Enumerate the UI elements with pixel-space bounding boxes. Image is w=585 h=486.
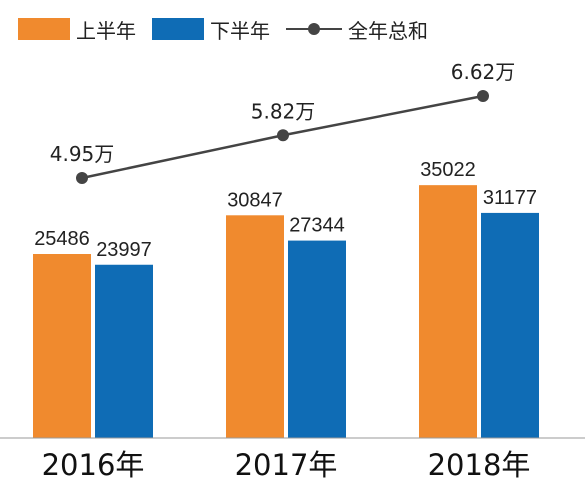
legend-swatch-first-half: [18, 18, 70, 40]
x-tick-label-2: 2017年: [235, 448, 338, 482]
bar-value-label-first-half-1: 25486: [34, 228, 90, 250]
bar-value-label-first-half-3: 35022: [420, 159, 476, 181]
total-point-3: [477, 90, 489, 102]
bar-first-half-3: [419, 185, 477, 438]
legend: 上半年 下半年 全年总和: [18, 14, 444, 44]
x-tick-label-3: 2018年: [428, 448, 531, 482]
bar-value-label-second-half-1: 23997: [96, 239, 152, 261]
total-value-label-1: 4.95万: [50, 142, 115, 166]
total-line-group: 4.95万 5.82万 6.62万: [50, 60, 516, 184]
bar-labels-group: 25486 23997 30847 27344 35022 31177: [34, 159, 537, 261]
legend-swatch-total: [286, 18, 342, 40]
total-point-1: [76, 172, 88, 184]
bar-second-half-3: [481, 212, 539, 438]
legend-label-second-half: 下半年: [210, 18, 270, 43]
total-value-label-2: 5.82万: [251, 99, 316, 123]
legend-label-first-half: 上半年: [76, 18, 136, 43]
bar-value-label-first-half-2: 30847: [227, 189, 283, 211]
total-value-label-3: 6.62万: [451, 60, 516, 84]
bar-second-half-1: [95, 264, 153, 438]
bar-value-label-second-half-3: 31177: [483, 187, 537, 209]
legend-item-first-half: 上半年: [18, 15, 136, 44]
x-tick-label-1: 2016年: [42, 448, 145, 482]
legend-label-total: 全年总和: [348, 18, 428, 43]
x-tick-labels: 2016年 2017年 2018年: [42, 448, 531, 482]
legend-item-second-half: 下半年: [152, 15, 270, 44]
bar-first-half-2: [226, 215, 284, 438]
total-point-2: [277, 129, 289, 142]
bar-second-half-2: [288, 240, 346, 438]
legend-swatch-second-half: [152, 18, 204, 40]
bar-first-half-1: [33, 254, 91, 438]
bar-value-label-second-half-2: 27344: [289, 215, 345, 237]
legend-item-total: 全年总和: [286, 15, 428, 44]
bars-group: [33, 185, 539, 438]
